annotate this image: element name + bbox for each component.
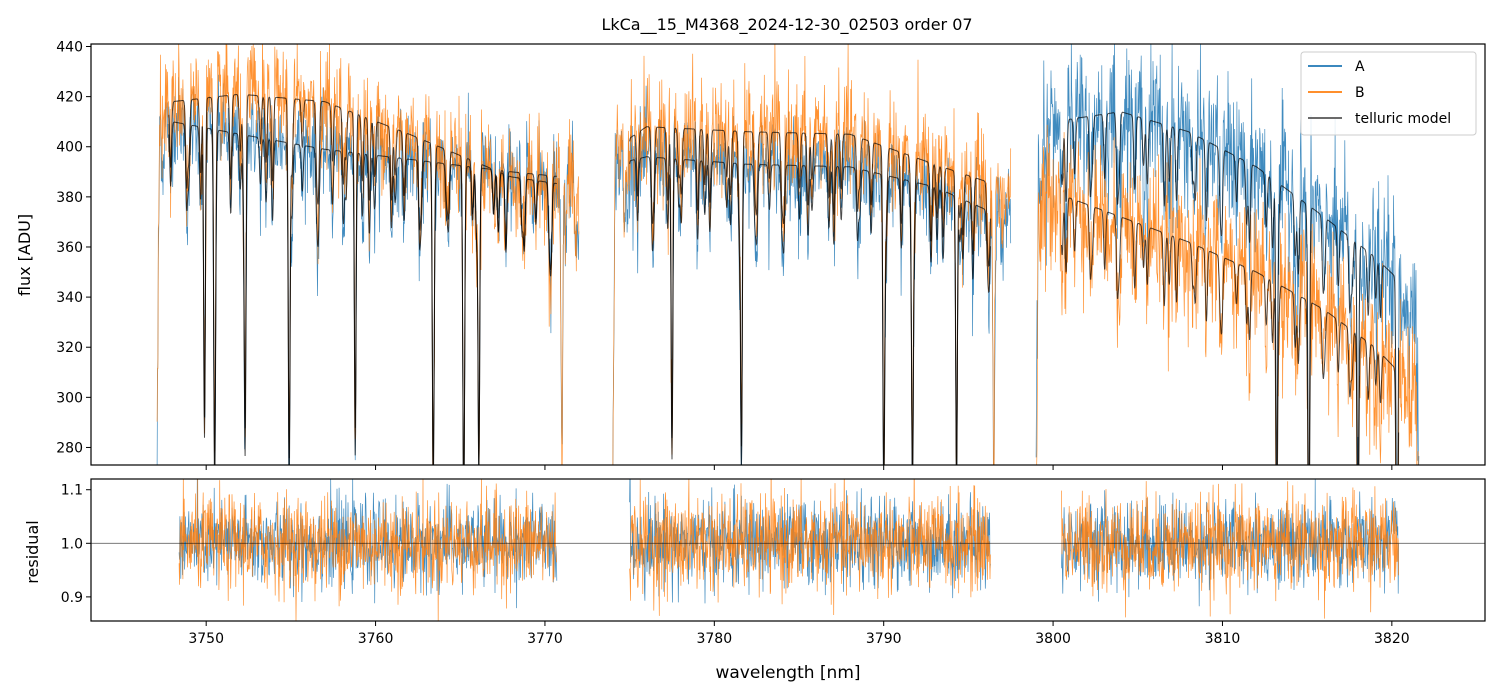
bottom-x-tick-label: 3760 xyxy=(358,631,394,647)
legend: A B telluric model xyxy=(1300,51,1477,136)
bottom-x-axis-label: wavelength [nm] xyxy=(715,663,860,683)
bottom-y-axis: 0.9 1.0 1.1 xyxy=(61,483,91,606)
top-y-tick-label: 320 xyxy=(56,340,83,356)
top-y-axis-label: flux [ADU] xyxy=(15,214,34,296)
bottom-x-tick-label: 3770 xyxy=(527,631,563,647)
top-y-tick-label: 380 xyxy=(56,190,83,206)
bottom-x-tick-label: 3790 xyxy=(866,631,902,647)
top-y-tick-label: 340 xyxy=(56,290,83,306)
bottom-axes-frame xyxy=(90,478,1486,622)
legend-frame xyxy=(1300,51,1477,136)
top-y-tick-label: 300 xyxy=(56,390,83,406)
legend-label-a: A xyxy=(1355,59,1365,75)
bottom-y-axis-label: residual xyxy=(23,520,42,583)
bottom-x-tick-label: 3800 xyxy=(1035,631,1071,647)
bottom-plot-area xyxy=(91,479,1485,621)
top-x-axis xyxy=(205,465,1393,470)
bottom-y-tick-label: 1.0 xyxy=(61,536,83,552)
top-y-axis: 280 300 320 340 360 380 400 420 440 xyxy=(56,40,91,456)
legend-label-b: B xyxy=(1355,85,1365,101)
top-y-tick-label: 420 xyxy=(56,90,83,106)
legend-label-model: telluric model xyxy=(1355,111,1451,127)
bottom-y-tick-label: 0.9 xyxy=(61,590,83,606)
bottom-x-tick-label: 3780 xyxy=(696,631,732,647)
chart-title: LkCa__15_M4368_2024-12-30_02503 order 07 xyxy=(601,15,972,35)
top-y-tick-label: 440 xyxy=(56,40,83,56)
top-y-tick-label: 360 xyxy=(56,240,83,256)
bottom-y-tick-label: 1.1 xyxy=(61,483,83,499)
top-axes-frame xyxy=(90,43,1486,466)
top-plot-area xyxy=(156,44,1420,465)
top-y-tick-label: 280 xyxy=(56,440,83,456)
bottom-x-tick-label: 3750 xyxy=(188,631,224,647)
bottom-x-tick-label: 3810 xyxy=(1205,631,1241,647)
bottom-x-axis: 3750 3760 3770 3780 3790 3800 3810 3820 xyxy=(188,621,1410,647)
telluric-model-b xyxy=(168,94,1400,465)
top-y-tick-label: 400 xyxy=(56,140,83,156)
bottom-panel: 0.9 1.0 1.1 3750 3760 3770 3780 3790 3800 3810 38… xyxy=(23,478,1486,683)
bottom-x-tick-label: 3820 xyxy=(1374,631,1410,647)
residual-series-b xyxy=(178,479,1399,621)
top-panel: 280 300 320 340 360 380 400 420 440 flux [ADU] A… xyxy=(15,40,1486,470)
